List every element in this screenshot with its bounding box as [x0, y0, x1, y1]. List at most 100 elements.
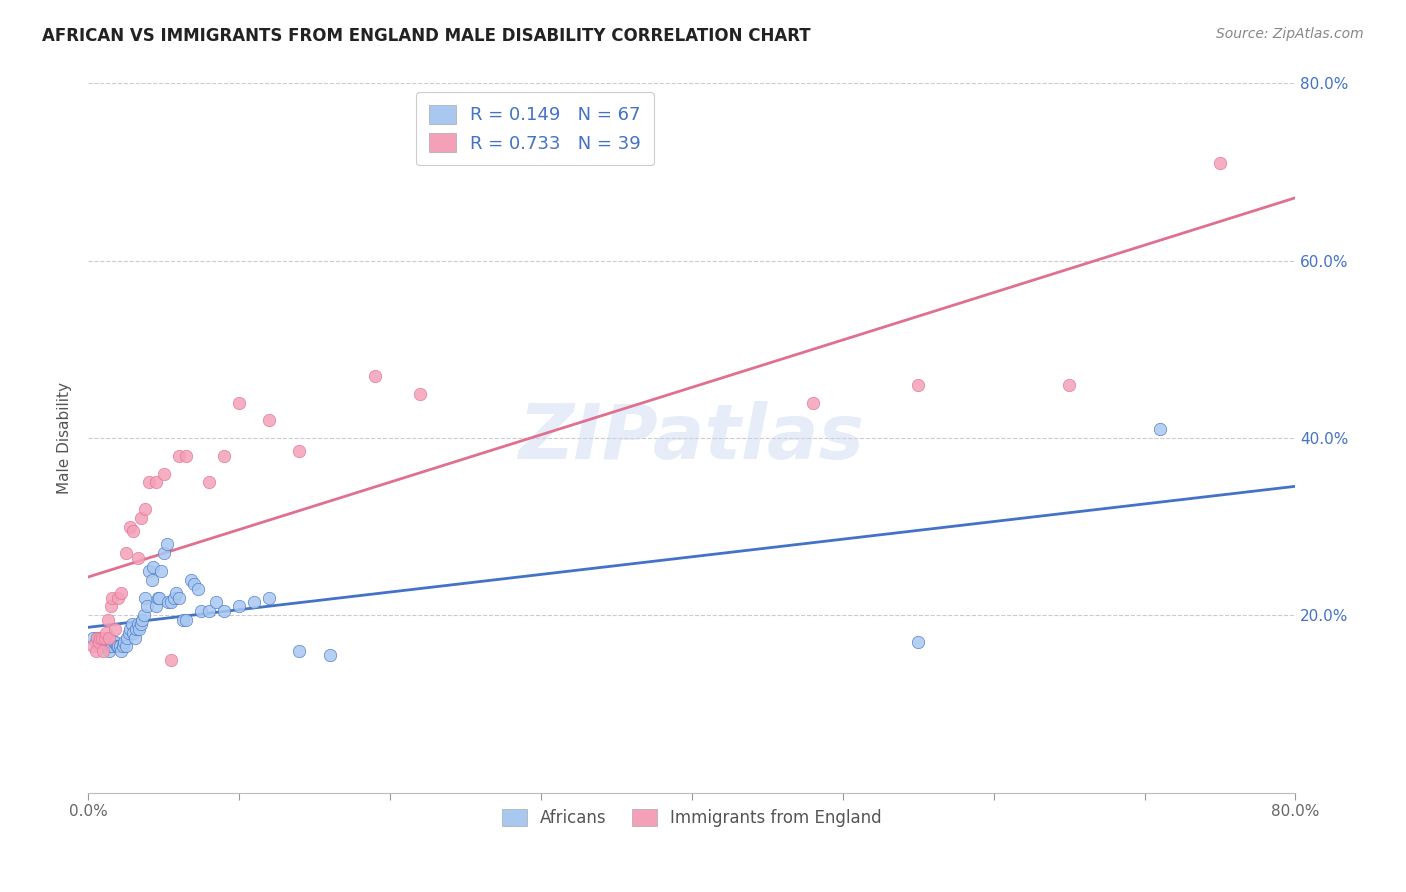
Point — [91, 644, 114, 658]
Point — [122, 524, 145, 538]
Point — [132, 608, 155, 623]
Point — [131, 613, 153, 627]
Point — [198, 475, 221, 490]
Point — [129, 617, 152, 632]
Point — [104, 635, 127, 649]
Point — [90, 631, 112, 645]
Text: AFRICAN VS IMMIGRANTS FROM ENGLAND MALE DISABILITY CORRELATION CHART: AFRICAN VS IMMIGRANTS FROM ENGLAND MALE … — [42, 27, 811, 45]
Point — [257, 413, 280, 427]
Point — [167, 449, 190, 463]
Point — [165, 586, 187, 600]
Point — [145, 475, 167, 490]
Point — [1149, 422, 1171, 436]
Point — [82, 640, 104, 654]
Point — [187, 582, 209, 596]
Point — [98, 644, 121, 658]
Point — [89, 631, 111, 645]
Y-axis label: Male Disability: Male Disability — [58, 382, 72, 494]
Point — [97, 613, 120, 627]
Point — [125, 622, 148, 636]
Point — [138, 475, 160, 490]
Legend: Africans, Immigrants from England: Africans, Immigrants from England — [495, 803, 889, 834]
Point — [100, 640, 122, 654]
Point — [101, 640, 124, 654]
Point — [112, 635, 135, 649]
Text: ZIPatlas: ZIPatlas — [519, 401, 865, 475]
Point — [228, 599, 250, 614]
Point — [108, 640, 131, 654]
Point — [160, 595, 183, 609]
Point — [180, 573, 202, 587]
Point — [141, 573, 163, 587]
Point — [172, 613, 194, 627]
Point — [122, 626, 145, 640]
Point — [120, 622, 142, 636]
Point — [174, 449, 197, 463]
Point — [318, 648, 340, 663]
Point — [138, 564, 160, 578]
Point — [118, 626, 141, 640]
Point — [107, 591, 129, 605]
Point — [142, 559, 165, 574]
Point — [103, 635, 125, 649]
Point — [152, 467, 174, 481]
Point — [120, 519, 142, 533]
Point — [145, 599, 167, 614]
Point — [1209, 156, 1232, 170]
Point — [86, 631, 108, 645]
Point — [134, 502, 156, 516]
Point — [243, 595, 266, 609]
Point — [100, 599, 122, 614]
Point — [96, 640, 118, 654]
Point — [97, 640, 120, 654]
Point — [148, 591, 170, 605]
Point — [128, 622, 150, 636]
Point — [146, 591, 169, 605]
Point — [801, 395, 824, 409]
Point — [115, 546, 138, 560]
Point — [121, 617, 143, 632]
Point — [907, 377, 929, 392]
Point — [87, 635, 110, 649]
Point — [104, 622, 127, 636]
Point — [82, 631, 104, 645]
Point — [84, 635, 107, 649]
Point — [127, 550, 149, 565]
Point — [163, 591, 186, 605]
Point — [156, 537, 179, 551]
Point — [129, 511, 152, 525]
Point — [409, 386, 432, 401]
Point — [174, 613, 197, 627]
Point — [257, 591, 280, 605]
Point — [115, 640, 138, 654]
Point — [90, 635, 112, 649]
Point — [110, 644, 132, 658]
Point — [87, 635, 110, 649]
Point — [190, 604, 212, 618]
Point — [288, 644, 311, 658]
Point — [89, 631, 111, 645]
Point — [1057, 377, 1080, 392]
Point — [111, 640, 134, 654]
Point — [107, 640, 129, 654]
Point — [160, 653, 183, 667]
Point — [212, 604, 235, 618]
Point — [288, 444, 311, 458]
Point — [212, 449, 235, 463]
Point — [110, 586, 132, 600]
Point — [94, 631, 117, 645]
Point — [117, 631, 139, 645]
Point — [91, 631, 114, 645]
Point — [127, 617, 149, 632]
Point — [149, 564, 172, 578]
Point — [101, 591, 124, 605]
Point — [907, 635, 929, 649]
Text: Source: ZipAtlas.com: Source: ZipAtlas.com — [1216, 27, 1364, 41]
Point — [198, 604, 221, 618]
Point — [124, 631, 146, 645]
Point — [167, 591, 190, 605]
Point — [205, 595, 228, 609]
Point — [84, 644, 107, 658]
Point — [134, 591, 156, 605]
Point — [94, 635, 117, 649]
